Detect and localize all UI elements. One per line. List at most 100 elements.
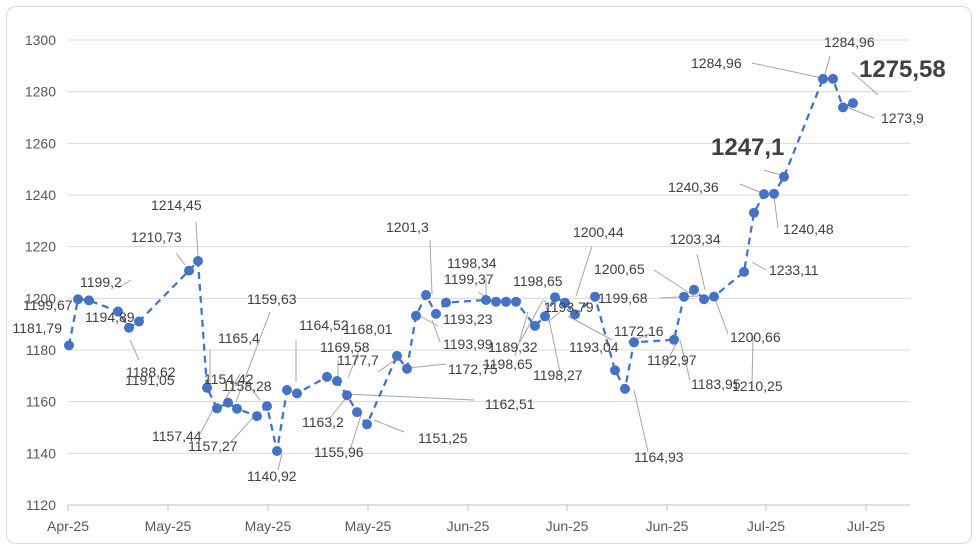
- data-point: [838, 102, 848, 113]
- y-tick-label: 1240: [25, 187, 56, 203]
- data-point: [362, 419, 372, 430]
- data-point: [818, 73, 828, 84]
- data-label: 1163,2: [302, 414, 344, 430]
- data-point: [232, 403, 242, 414]
- label-leader: [429, 239, 433, 295]
- data-label: 1189,32: [488, 339, 538, 355]
- data-label: 1200,66: [730, 329, 781, 345]
- data-label: 1240,48: [783, 221, 834, 237]
- data-label: 1177,7: [337, 352, 379, 368]
- label-leader: [514, 311, 529, 357]
- data-label: 1240,36: [668, 179, 719, 195]
- data-label: 1165,4: [218, 330, 260, 346]
- data-point: [223, 397, 233, 408]
- label-leader: [245, 381, 261, 401]
- label-leader: [851, 71, 879, 96]
- data-label: 1203,34: [670, 231, 721, 247]
- data-point: [669, 334, 679, 345]
- label-leader: [679, 339, 691, 381]
- data-point: [749, 207, 759, 218]
- y-tick-label: 1160: [26, 394, 56, 410]
- data-label: 1168,01: [343, 321, 393, 337]
- label-leader: [713, 295, 729, 335]
- label-leader: [547, 311, 561, 323]
- data-label: 1198,27: [533, 367, 583, 383]
- data-label: 1199,37: [444, 271, 494, 287]
- data-point: [709, 291, 719, 302]
- label-leader: [345, 393, 475, 401]
- data-point: [620, 383, 630, 394]
- label-leader: [751, 335, 754, 387]
- data-label: 1172,75: [448, 361, 498, 377]
- data-label: 1157,27: [188, 438, 238, 454]
- x-tick-label: May-25: [245, 518, 292, 534]
- label-leader: [653, 269, 695, 297]
- label-leader: [349, 411, 363, 451]
- label-leader: [663, 339, 679, 369]
- data-point: [481, 295, 491, 305]
- data-label: 1193,04: [569, 339, 619, 355]
- data-point: [134, 316, 144, 327]
- x-tick-label: Apr-25: [47, 518, 89, 534]
- data-label: 1157,44: [152, 428, 202, 444]
- data-point: [392, 350, 402, 361]
- label-leader: [225, 373, 241, 399]
- data-label: 1182,97: [647, 352, 697, 368]
- label-leader: [575, 245, 593, 297]
- label-leader: [407, 363, 447, 369]
- data-label: 1200,44: [573, 224, 624, 240]
- data-point: [402, 363, 412, 374]
- data-point: [739, 266, 749, 277]
- data-label: 1210,25: [732, 378, 783, 394]
- data-label: 1199,68: [598, 290, 648, 306]
- data-label: 1198,65: [513, 273, 563, 289]
- data-point: [342, 390, 352, 401]
- data-label: 1198,34: [447, 255, 497, 271]
- data-label: 1199,2: [80, 274, 122, 290]
- data-point: [828, 73, 838, 84]
- data-point: [272, 446, 282, 456]
- data-point: [570, 309, 580, 320]
- data-label: 1214,45: [151, 197, 202, 213]
- label-leader: [117, 279, 132, 289]
- data-point: [530, 320, 540, 331]
- label-leader: [751, 261, 767, 271]
- x-tick-label: Jul-25: [847, 518, 885, 534]
- data-label: 1199,67: [23, 297, 73, 313]
- data-point: [282, 385, 292, 395]
- data-label: 1169,58: [320, 339, 370, 355]
- data-label: 1183,95: [691, 376, 741, 392]
- y-tick-label: 1180: [26, 342, 56, 358]
- label-leader: [659, 295, 699, 299]
- label-leader: [419, 315, 439, 327]
- data-point: [84, 295, 94, 306]
- label-leader: [773, 195, 779, 229]
- label-leader: [373, 419, 405, 433]
- data-label: 1191,05: [125, 372, 175, 388]
- data-point: [550, 292, 560, 303]
- data-point: [292, 388, 302, 399]
- label-leader: [567, 315, 613, 341]
- data-point: [491, 296, 501, 307]
- x-tick-label: Jun-25: [546, 518, 589, 534]
- y-tick-label: 1300: [25, 32, 56, 48]
- data-label: 1155,96: [314, 444, 364, 460]
- data-point: [184, 265, 194, 276]
- label-leader: [175, 252, 186, 266]
- label-leader: [235, 311, 271, 403]
- data-point: [202, 382, 212, 393]
- data-point: [193, 256, 203, 266]
- y-tick-label: 1280: [25, 84, 56, 100]
- data-point: [322, 371, 332, 382]
- data-label: 1159,63: [247, 291, 297, 307]
- y-tick-label: 1140: [26, 445, 56, 461]
- x-tick-label: May-25: [145, 518, 192, 534]
- data-point: [629, 337, 639, 348]
- data-label: 1158,28: [222, 378, 272, 394]
- data-point: [848, 98, 858, 109]
- data-label: 1162,51: [485, 396, 535, 412]
- label-leader: [843, 105, 875, 119]
- label-leader: [195, 221, 199, 257]
- data-point: [113, 306, 123, 317]
- data-label: 1194,89: [85, 309, 135, 325]
